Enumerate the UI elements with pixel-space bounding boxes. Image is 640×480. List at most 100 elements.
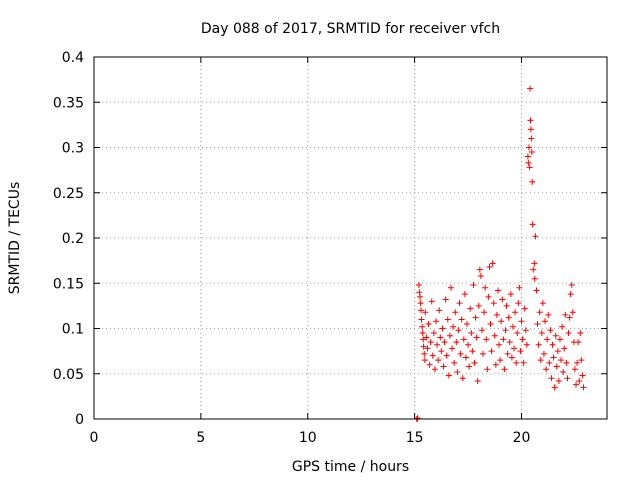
y-tick-label: 0.3 (62, 141, 84, 157)
data-point (562, 311, 569, 318)
data-point (433, 318, 439, 325)
data-point (465, 341, 472, 348)
data-point (525, 144, 532, 151)
data-point (509, 323, 516, 330)
data-point (515, 300, 522, 307)
data-point (487, 320, 494, 327)
data-point (501, 366, 508, 373)
chart-title: Day 088 of 2017, SRMTID for receiver vfc… (201, 21, 500, 37)
x-axis-label: GPS time / hours (292, 459, 409, 475)
data-point (417, 300, 424, 307)
data-point (550, 354, 557, 361)
data-point (578, 357, 585, 364)
data-point (484, 366, 491, 373)
data-point (482, 284, 489, 291)
data-point (574, 359, 581, 366)
data-point (542, 318, 549, 325)
data-point (569, 309, 576, 316)
data-point (489, 260, 496, 267)
data-point (527, 126, 534, 133)
data-point (469, 348, 476, 355)
data-point (499, 296, 506, 303)
data-point (480, 350, 487, 357)
data-point (457, 350, 464, 357)
data-point (497, 357, 504, 364)
data-point (459, 375, 466, 382)
data-point (514, 330, 521, 337)
data-point (520, 359, 527, 366)
data-point (559, 323, 566, 330)
data-point (543, 366, 550, 373)
data-point (537, 357, 544, 364)
data-point (470, 282, 477, 289)
data-point (442, 296, 449, 303)
data-point (531, 260, 538, 267)
data-point (486, 263, 493, 270)
data-point (516, 284, 523, 291)
data-point (449, 345, 456, 352)
data-point (539, 300, 546, 307)
data-point (553, 363, 560, 370)
data-point (422, 309, 429, 316)
x-tick-label: 15 (406, 430, 424, 446)
data-point (508, 354, 515, 361)
data-point (473, 334, 480, 341)
data-point (447, 284, 454, 291)
data-point (512, 309, 519, 316)
data-point (490, 300, 497, 307)
data-point (478, 327, 485, 334)
data-point (450, 323, 457, 330)
data-points (413, 85, 587, 422)
x-tick-label: 5 (196, 430, 205, 446)
data-point (460, 336, 467, 343)
data-point (485, 293, 492, 300)
data-point (456, 300, 463, 307)
data-point (455, 327, 462, 334)
data-point (521, 305, 528, 312)
data-point (528, 135, 535, 142)
data-point (577, 330, 584, 337)
data-point (440, 363, 447, 370)
data-point (544, 336, 551, 343)
data-point (533, 287, 540, 294)
data-point (427, 339, 434, 346)
data-point (535, 341, 542, 348)
data-point (554, 348, 561, 355)
data-point (561, 345, 568, 352)
data-point (513, 359, 520, 366)
data-point (472, 314, 479, 321)
data-point (558, 357, 565, 364)
data-point (575, 339, 582, 346)
data-point (467, 305, 474, 312)
data-point (419, 330, 426, 337)
data-point (438, 348, 445, 355)
data-point (420, 336, 427, 343)
data-point (506, 339, 513, 346)
data-point (491, 332, 498, 339)
data-point (527, 117, 534, 124)
data-point (420, 343, 427, 350)
data-point (498, 318, 505, 325)
data-point (548, 375, 555, 382)
data-point (579, 372, 586, 379)
data-point (462, 354, 469, 361)
data-point (529, 178, 536, 185)
data-point (526, 164, 533, 171)
data-point (534, 320, 541, 327)
data-point (421, 357, 428, 364)
data-point (466, 363, 473, 370)
data-point (568, 282, 575, 289)
data-point (532, 233, 539, 240)
data-point (551, 384, 558, 391)
data-point (528, 149, 535, 156)
data-point (563, 359, 570, 366)
data-point (522, 327, 529, 334)
y-tick-label: 0.05 (53, 367, 84, 383)
x-tick-label: 20 (513, 430, 531, 446)
data-point (451, 359, 458, 366)
data-point (444, 316, 451, 323)
data-point (481, 309, 488, 316)
data-point (424, 345, 431, 352)
y-tick-label: 0.2 (62, 231, 84, 247)
data-point (483, 336, 490, 343)
